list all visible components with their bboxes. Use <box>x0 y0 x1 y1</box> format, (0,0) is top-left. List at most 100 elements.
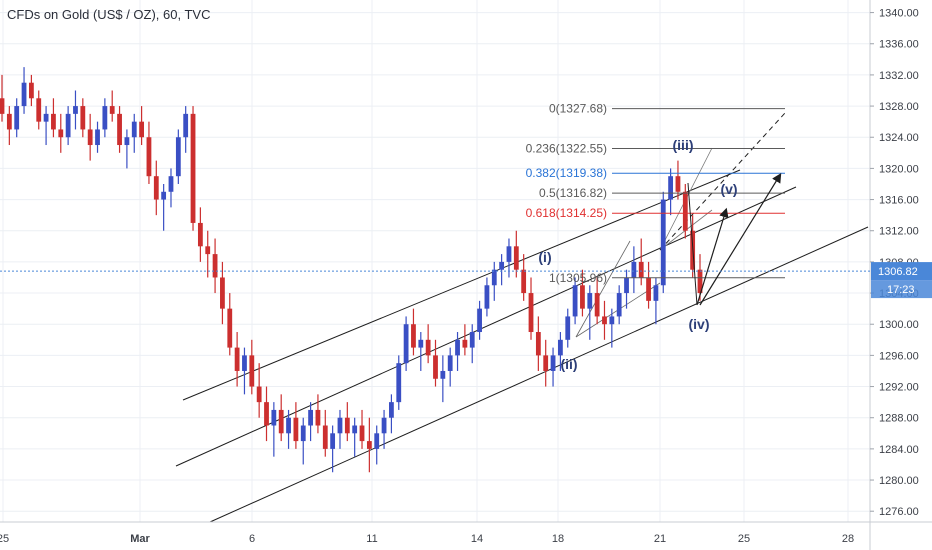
candle-body <box>418 339 424 348</box>
candle-body <box>308 409 313 426</box>
y-tick-label: 1328.00 <box>879 101 919 113</box>
price-tag-label: 1306.82 <box>878 266 918 278</box>
candle-body <box>638 261 644 278</box>
candle-body <box>300 425 306 442</box>
candle-body <box>396 363 402 403</box>
countdown-tag-bg <box>871 280 932 299</box>
x-tick-label: 11 <box>366 533 377 545</box>
candle-body <box>624 277 629 294</box>
candle-body <box>0 98 5 114</box>
chart-title: CFDs on Gold (US$ / OZ), 60, TVC <box>7 7 211 22</box>
y-tick-label: 1288.00 <box>879 413 919 425</box>
candle-body <box>21 82 27 107</box>
candle-body <box>374 433 380 449</box>
candle-body <box>572 285 578 317</box>
candle-body <box>197 222 203 247</box>
candle-body <box>256 386 262 403</box>
candle-body <box>330 433 336 449</box>
wave-iv-leg <box>687 182 698 306</box>
fib-label: 0.5(1316.82) <box>539 186 607 200</box>
candle-body <box>411 324 416 348</box>
candle-body <box>58 129 64 138</box>
candle-body <box>73 106 78 114</box>
y-tick-label: 1320.00 <box>879 163 919 175</box>
candle-body <box>139 121 144 138</box>
candle-body <box>602 316 607 325</box>
candle-body <box>51 113 56 130</box>
candle-body <box>469 332 475 348</box>
candle-body <box>153 176 159 200</box>
fib-label: 0.618(1314.25) <box>526 206 607 220</box>
candle-body <box>315 409 321 426</box>
candle-body <box>462 339 468 348</box>
candle-body <box>616 293 622 317</box>
channel-line <box>182 169 741 401</box>
candle-body <box>227 308 233 348</box>
candle-body <box>646 277 651 301</box>
candle-body <box>271 409 277 426</box>
candle-body <box>484 285 490 309</box>
candle-body <box>609 316 615 325</box>
candle-body <box>293 417 299 442</box>
candle-body <box>344 417 350 434</box>
candle-body <box>513 246 519 270</box>
wave-label: (iii) <box>673 137 694 153</box>
channel-line <box>209 226 869 523</box>
countdown-label: 17:23 <box>887 284 915 296</box>
trend-channels <box>175 112 869 523</box>
candle-body <box>352 425 358 434</box>
price-tags: 1306.82 17:23 <box>0 262 932 299</box>
elliott-wave-labels: (i) (ii) (iii) (iv) (v) <box>538 137 737 372</box>
candle-body <box>249 355 255 387</box>
candle-body <box>359 425 365 442</box>
candle-body <box>528 293 534 333</box>
y-tick-label: 1284.00 <box>879 444 919 456</box>
candle-body <box>168 176 174 192</box>
candle-body <box>366 441 372 449</box>
y-tick-label: 1332.00 <box>879 70 919 82</box>
candle-body <box>580 285 585 309</box>
wave-label: (i) <box>538 249 551 265</box>
x-tick-label: Mar <box>130 533 150 545</box>
candle-body <box>124 137 130 146</box>
fib-label: 1(1305.96) <box>549 271 607 285</box>
candle-body <box>433 355 438 379</box>
candle-body <box>131 121 137 138</box>
time-axis[interactable]: 25 Mar 6 11 14 18 21 25 28 <box>0 521 932 545</box>
candle-body <box>381 417 387 434</box>
candle-body <box>506 246 512 262</box>
y-tick-label: 1300.00 <box>879 319 919 331</box>
candle-body <box>95 129 100 146</box>
candle-body <box>117 113 122 146</box>
wave-label: (ii) <box>560 356 577 372</box>
candle-body <box>80 106 86 130</box>
y-tick-label: 1316.00 <box>879 195 919 207</box>
y-tick-label: 1340.00 <box>879 8 919 20</box>
candle-body <box>675 176 681 192</box>
candle-body <box>682 191 688 231</box>
candle-body <box>234 347 240 371</box>
candle-body <box>175 137 181 177</box>
candle-body <box>264 402 269 426</box>
candle-body <box>109 106 115 114</box>
x-tick-label: 25 <box>738 533 750 545</box>
y-tick-label: 1336.00 <box>879 39 919 51</box>
candle-body <box>521 269 527 294</box>
candle-body <box>43 113 49 122</box>
x-tick-label: 25 <box>0 533 9 545</box>
candle-body <box>389 402 394 418</box>
candle-body <box>668 176 674 200</box>
candle-body <box>242 355 247 371</box>
candle-body <box>565 316 571 340</box>
candle-body <box>550 355 556 371</box>
candle-body <box>594 293 600 317</box>
candle-body <box>322 425 328 449</box>
candle-body <box>697 269 703 294</box>
y-tick-label: 1292.00 <box>879 382 919 394</box>
y-tick-label: 1296.00 <box>879 350 919 362</box>
candlesticks <box>0 67 703 473</box>
candle-body <box>631 261 637 278</box>
x-tick-label: 28 <box>842 533 854 545</box>
y-tick-label: 1276.00 <box>879 506 919 518</box>
